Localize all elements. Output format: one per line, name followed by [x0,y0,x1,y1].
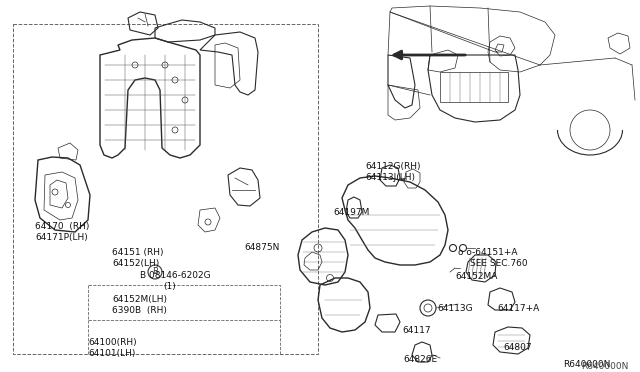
Text: 64152MA: 64152MA [455,272,497,281]
Bar [13,24,318,354]
Text: B: B [152,267,158,276]
Text: 64117+A: 64117+A [497,304,540,313]
Bar [440,72,508,102]
Text: 64170  (RH): 64170 (RH) [35,222,90,231]
Text: SEE SEC.760: SEE SEC.760 [470,259,527,268]
Text: 64100(RH): 64100(RH) [88,338,136,347]
Text: B 08146-6202G: B 08146-6202G [140,271,211,280]
Text: 64197M: 64197M [333,208,369,217]
Text: 64113G: 64113G [437,304,472,313]
Text: 64807: 64807 [503,343,532,352]
Text: R640000N: R640000N [563,360,610,369]
Circle shape [148,265,162,279]
Text: 64117: 64117 [402,326,431,335]
Text: 64875N: 64875N [244,243,280,252]
Text: 64113J(LH): 64113J(LH) [365,173,415,182]
Text: 64152(LH): 64152(LH) [112,259,159,268]
Text: 64112G(RH): 64112G(RH) [365,162,420,171]
Text: (1): (1) [163,282,176,291]
Text: R640000N: R640000N [580,362,628,371]
Text: o o-64151+A: o o-64151+A [458,248,518,257]
Text: 64151 (RH): 64151 (RH) [112,248,163,257]
Text: 64152M(LH): 64152M(LH) [112,295,167,304]
Text: 64171P(LH): 64171P(LH) [35,233,88,242]
Text: 64826E: 64826E [403,355,437,364]
Text: 6390B  (RH): 6390B (RH) [112,306,167,315]
Text: 64101(LH): 64101(LH) [88,349,136,358]
